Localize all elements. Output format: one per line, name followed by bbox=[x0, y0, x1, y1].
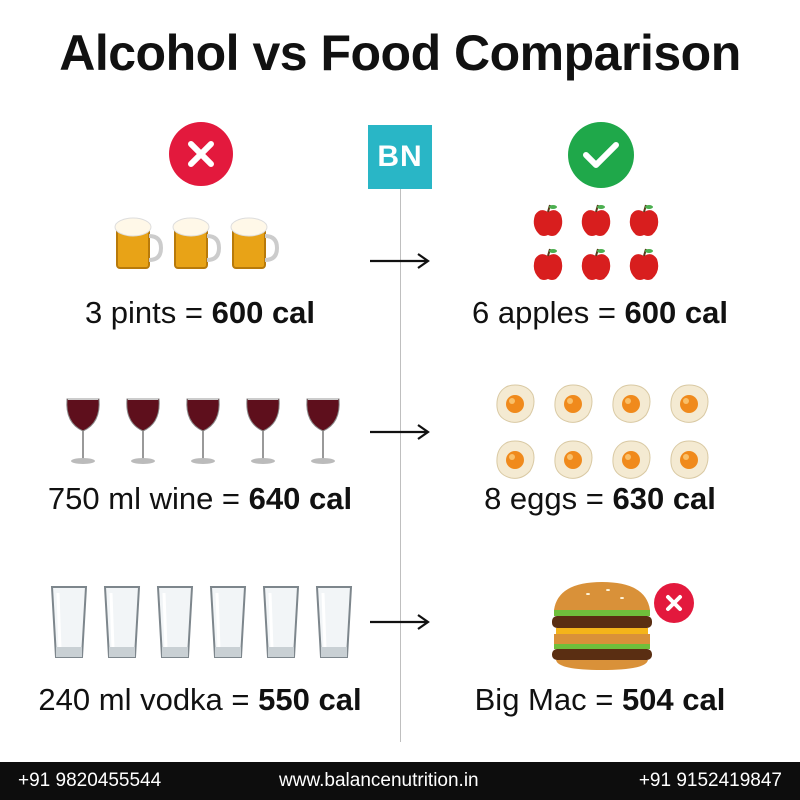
egg-label-text: 8 eggs = bbox=[484, 481, 613, 516]
wine-calorie-value: 640 cal bbox=[248, 481, 353, 516]
egg-icons bbox=[494, 383, 714, 481]
wine-glass-icon bbox=[186, 398, 220, 464]
shot-glass-icon bbox=[262, 586, 300, 658]
beer-calorie-value: 600 cal bbox=[211, 295, 316, 330]
wine-glass-icon bbox=[66, 398, 100, 464]
wine-glass-icon bbox=[306, 398, 340, 464]
page-title: Alcohol vs Food Comparison bbox=[59, 25, 741, 81]
cross-small-icon bbox=[654, 583, 694, 623]
shot-glass-icon bbox=[315, 586, 353, 658]
beer-mug-icon bbox=[172, 217, 222, 269]
apple-icon bbox=[629, 248, 659, 280]
logo-text: BN bbox=[377, 140, 423, 173]
shot-glass-icon bbox=[156, 586, 194, 658]
wine-glass-icon bbox=[126, 398, 160, 464]
fried-egg-icon bbox=[612, 384, 651, 423]
beer-calorie-label: 3 pints = 600 cal bbox=[0, 295, 400, 331]
shot-glass-icon bbox=[50, 586, 88, 658]
fried-egg-icon bbox=[554, 440, 593, 479]
fried-egg-icon bbox=[670, 384, 709, 423]
apple-icon bbox=[533, 248, 563, 280]
apple-icon bbox=[533, 204, 563, 236]
burger-calorie-value: 504 cal bbox=[621, 682, 726, 717]
vodka-calorie-value: 550 cal bbox=[258, 682, 362, 717]
fried-egg-icon bbox=[496, 384, 535, 423]
footer-website-link[interactable]: www.balancenutrition.in bbox=[279, 770, 479, 791]
beer-mug-icon bbox=[230, 217, 280, 269]
arrow-right-icon bbox=[370, 614, 430, 630]
apple-icon bbox=[629, 204, 659, 236]
wine-glass-icon bbox=[246, 398, 280, 464]
burger-icon bbox=[552, 582, 652, 670]
wine-calorie-label: 750 ml wine = 640 cal bbox=[0, 481, 400, 517]
footer-phone-right[interactable]: +91 9152419847 bbox=[638, 770, 782, 791]
fried-egg-icon bbox=[496, 440, 535, 479]
shot-glass-icon bbox=[209, 586, 247, 658]
apple-icon bbox=[581, 204, 611, 236]
fried-egg-icon bbox=[670, 440, 709, 479]
egg-calorie-value: 630 cal bbox=[612, 481, 716, 516]
arrow-right-icon bbox=[370, 424, 430, 440]
vodka-calorie-label: 240 ml vodka = 550 cal bbox=[0, 682, 400, 718]
wine-label-text: 750 ml wine = bbox=[47, 481, 249, 516]
beer-icons bbox=[113, 214, 281, 270]
fried-egg-icon bbox=[612, 440, 651, 479]
arrow-right-icon bbox=[370, 253, 430, 269]
fried-egg-icon bbox=[554, 384, 593, 423]
shot-glass-icons bbox=[50, 585, 353, 659]
beer-mug-icon bbox=[114, 217, 164, 269]
shot-glass-icon bbox=[103, 586, 141, 658]
wine-icons bbox=[64, 395, 342, 467]
beer-label-text: 3 pints = bbox=[84, 295, 212, 330]
burger-calorie-label: Big Mac = 504 cal bbox=[400, 682, 800, 718]
apple-label-text: 6 apples = bbox=[472, 295, 625, 330]
egg-calorie-label: 8 eggs = 630 cal bbox=[400, 481, 800, 517]
center-divider bbox=[400, 186, 401, 742]
burger-label-text: Big Mac = bbox=[474, 682, 622, 717]
vodka-label-text: 240 ml vodka = bbox=[38, 682, 259, 717]
footer-bar: +91 9820455544 www.balancenutrition.in +… bbox=[0, 762, 800, 800]
apple-calorie-label: 6 apples = 600 cal bbox=[400, 295, 800, 331]
check-icon bbox=[568, 122, 634, 188]
cross-icon bbox=[169, 122, 233, 186]
brand-logo: BN bbox=[368, 125, 432, 189]
apple-icons bbox=[530, 203, 670, 283]
footer-phone-left[interactable]: +91 9820455544 bbox=[18, 770, 162, 791]
apple-icon bbox=[581, 248, 611, 280]
apple-calorie-value: 600 cal bbox=[624, 295, 728, 330]
